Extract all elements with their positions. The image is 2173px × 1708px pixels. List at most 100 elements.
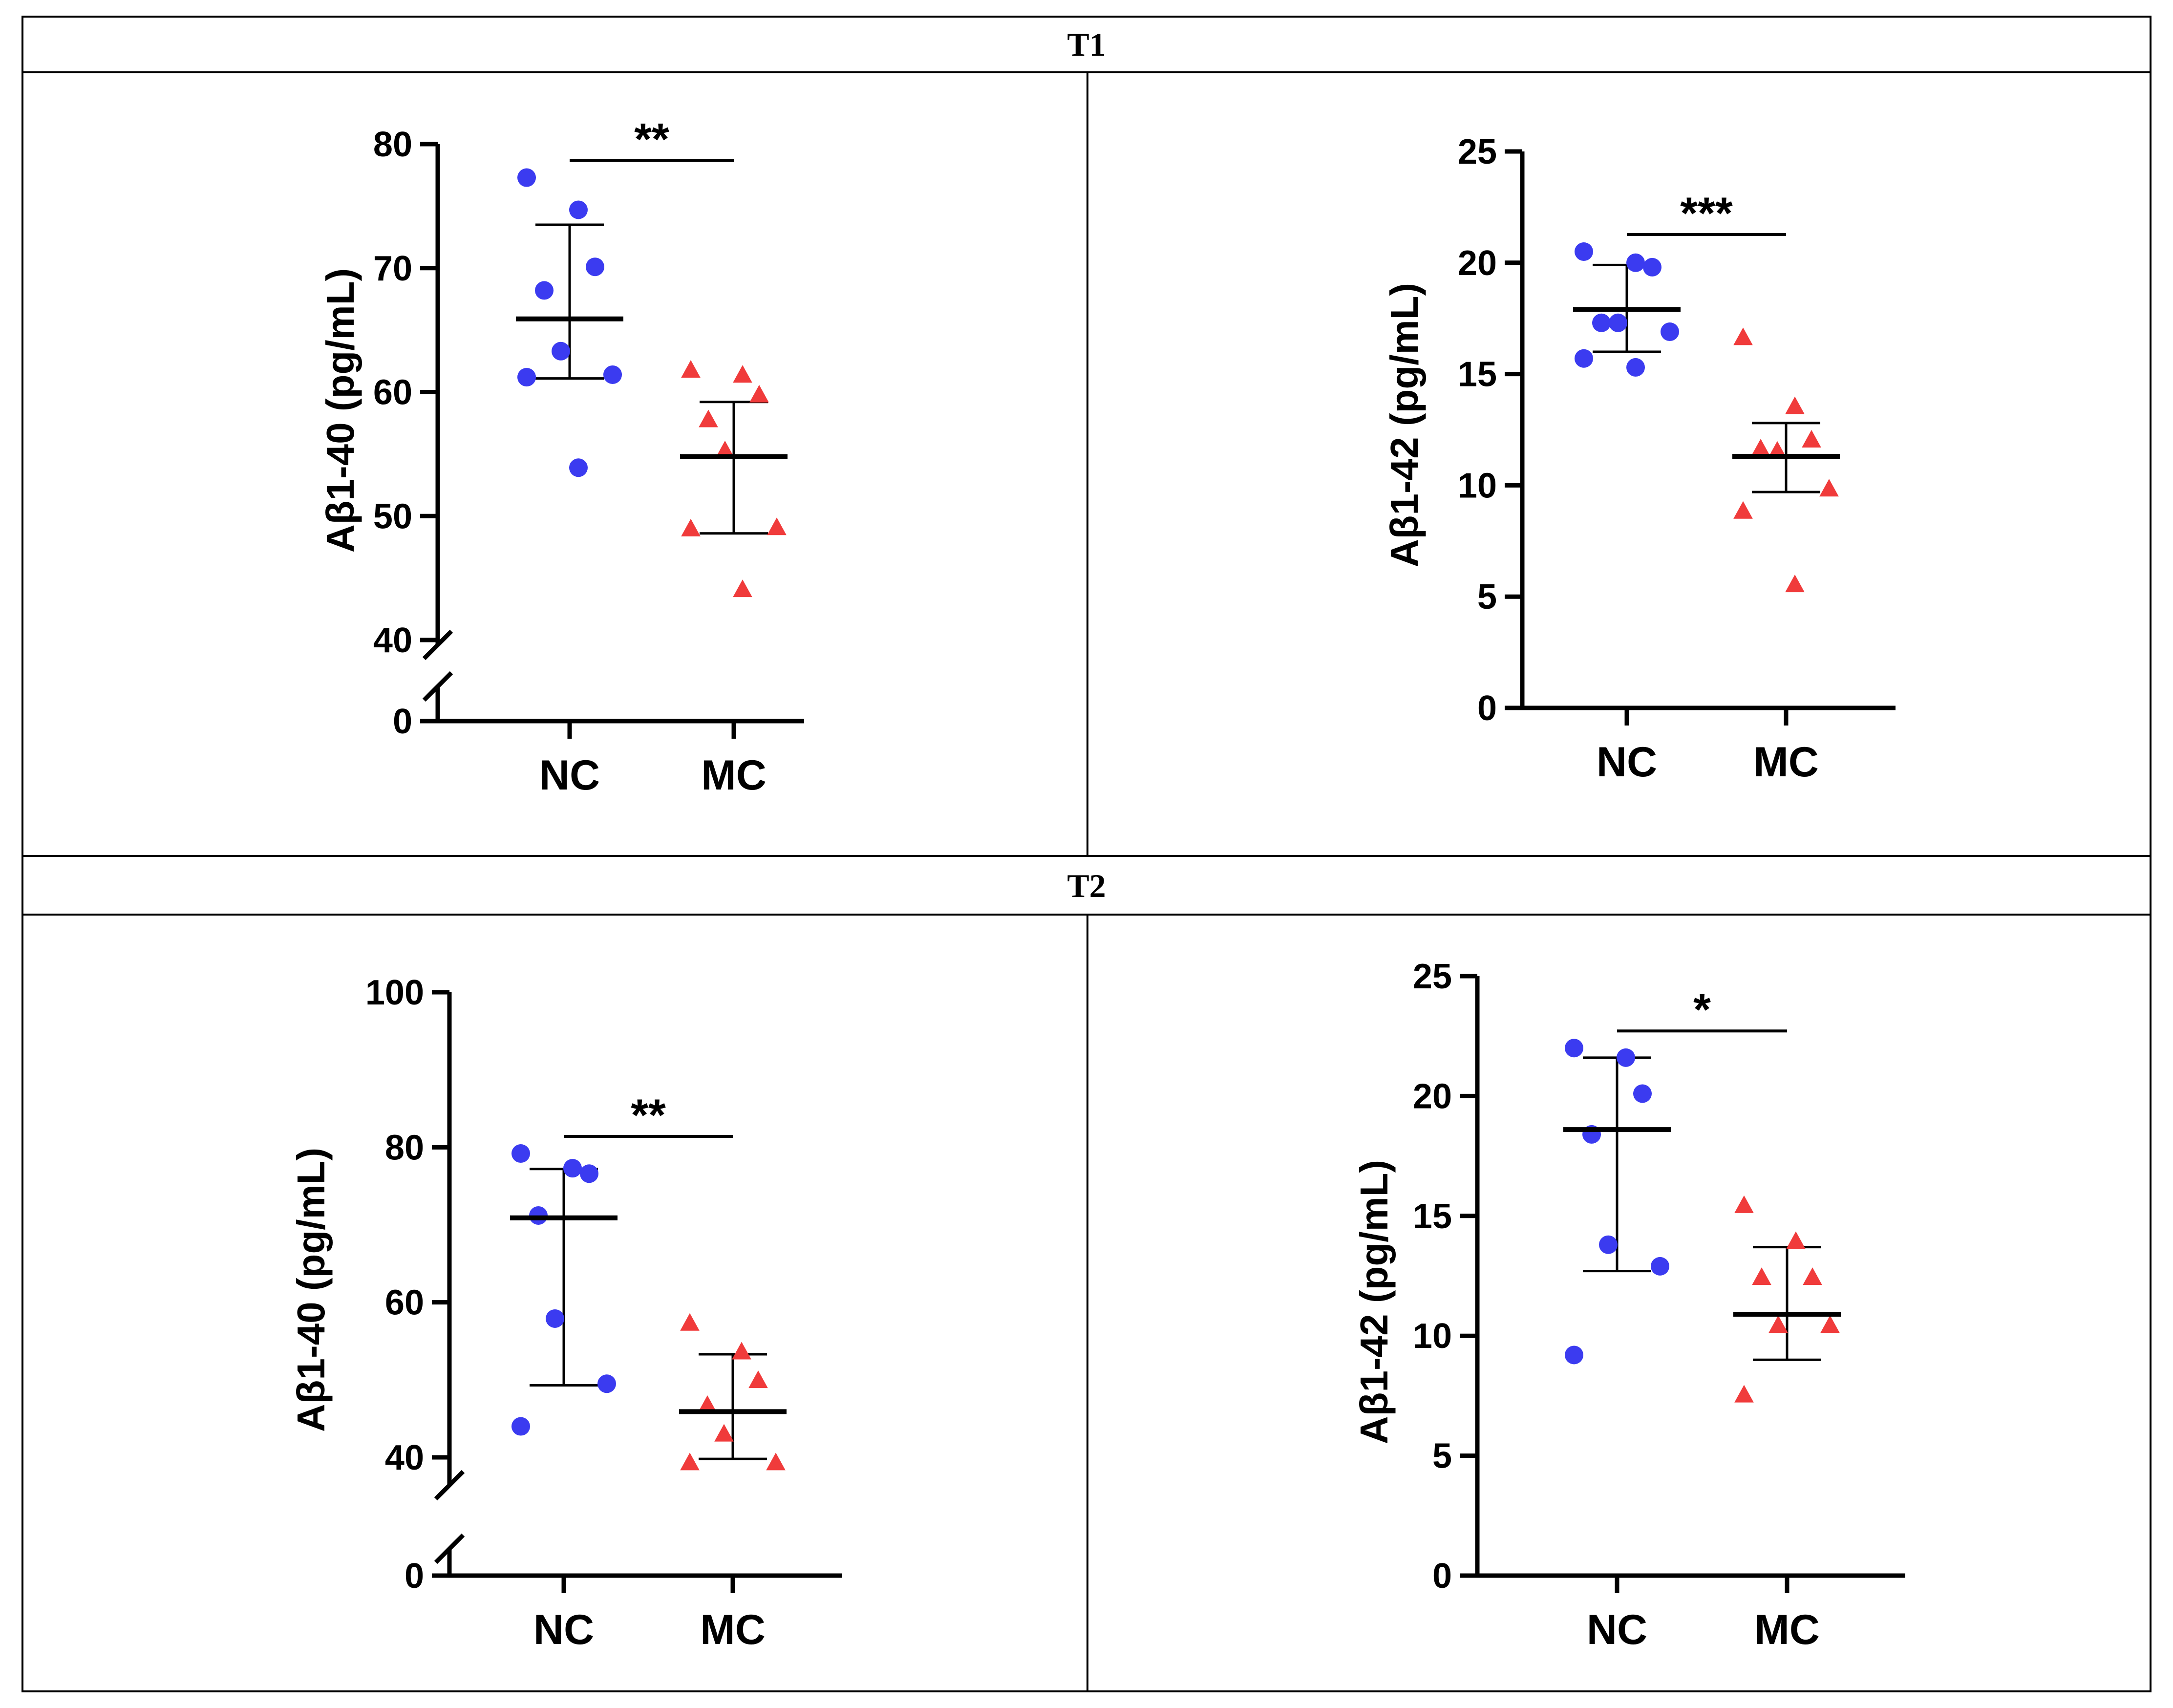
y-tick-label: 0 [405,1557,424,1596]
data-point-mc [733,579,752,598]
y-tick-label: 60 [373,373,412,412]
y-tick-label: 25 [1458,132,1497,171]
y-tick-label: 10 [1413,1317,1452,1356]
data-point-mc [1734,1195,1754,1213]
y-tick-label: 25 [1413,957,1452,996]
data-point-nc [1643,257,1662,277]
x-tick-label: NC [539,752,600,799]
section-title-t1: T1 [1067,26,1106,63]
data-point-mc [766,1452,786,1471]
data-point-nc [546,1309,564,1328]
data-point-mc [1733,501,1753,519]
y-tick-label: 80 [373,125,412,164]
data-point-mc [733,365,752,383]
y-tick-label: 80 [385,1128,424,1167]
data-point-mc [1802,429,1821,448]
y-tick-label: 15 [1413,1197,1452,1236]
x-tick-label: MC [701,752,767,799]
data-point-mc [681,518,701,536]
data-point-mc [1734,1385,1754,1403]
chart-t1-abeta40: Aβ1-40 (pg/mL) 0 40 50 60 70 80 NC MC ** [319,115,804,799]
significance-label: *** [1680,189,1733,238]
data-point-mc [1785,396,1805,414]
y-tick-label: 70 [373,249,412,288]
data-point-nc [563,1159,582,1178]
axis-break-mark [434,1533,465,1564]
data-point-nc [517,368,536,387]
data-point-mc [767,517,787,535]
x-tick-label: MC [1754,1606,1820,1653]
data-point-mc [1786,1231,1806,1249]
data-point-mc [699,409,718,427]
y-tick-label: 100 [365,973,424,1012]
data-point-mc [1785,575,1805,593]
x-tick-label: NC [533,1606,594,1653]
data-point-mc [698,1395,717,1413]
x-tick-label: NC [1597,739,1657,786]
y-axis-label: Aβ1-40 (pg/mL) [319,268,362,553]
data-point-nc [1599,1235,1618,1254]
data-point-nc [1592,313,1611,332]
data-point-nc [1575,242,1593,261]
data-point-nc [1609,313,1627,332]
data-point-nc [586,257,604,277]
chart-t2-abeta40: Aβ1-40 (pg/mL) 0 40 60 80 100 NC MC ** [289,973,842,1653]
data-point-mc [1819,479,1839,497]
y-tick-label: 15 [1458,355,1497,394]
data-point-nc [603,365,622,384]
data-point-nc [1661,322,1679,342]
section-title-t2: T2 [1067,867,1106,904]
significance-label: ** [634,115,669,165]
data-point-mc [680,1313,700,1331]
data-point-nc [535,281,554,300]
table-grid [21,16,2152,1692]
axis-break-mark [422,629,453,661]
y-tick-label: 50 [373,497,412,536]
data-point-nc [1565,1039,1583,1058]
data-point-mc [1803,1267,1822,1285]
data-point-mc [1820,1315,1840,1333]
y-axis-label: Aβ1-42 (pg/mL) [1383,283,1426,567]
data-point-mc [749,384,769,403]
data-point-nc [597,1374,616,1393]
y-tick-label: 0 [393,702,412,741]
y-tick-label: 5 [1477,577,1497,617]
chart-t1-abeta42: Aβ1-42 (pg/mL) 0 5 10 15 20 25 NC MC *** [1383,132,1896,786]
data-point-nc [580,1164,598,1183]
y-tick-label: 40 [373,621,412,660]
y-tick-label: 0 [1477,689,1497,728]
data-point-nc [552,342,570,361]
data-point-nc [1633,1084,1652,1103]
significance-label: ** [631,1090,666,1140]
data-point-mc [714,1424,734,1442]
data-point-nc [1575,349,1593,368]
y-tick-label: 40 [385,1438,424,1477]
x-tick-label: NC [1587,1606,1647,1653]
y-tick-label: 5 [1432,1437,1452,1476]
significance-label: * [1693,985,1711,1035]
axis-break-mark [434,1470,465,1501]
y-axis-label: Aβ1-42 (pg/mL) [1352,1160,1396,1444]
x-tick-label: MC [700,1606,766,1653]
data-point-nc [511,1417,530,1436]
data-point-nc [569,200,588,219]
data-point-nc [511,1144,530,1163]
axis-break-mark [422,671,453,702]
data-point-nc [1651,1257,1669,1276]
data-point-mc [715,440,735,458]
data-point-mc [1751,439,1770,457]
y-tick-label: 20 [1458,244,1497,283]
data-point-mc [1752,1267,1771,1285]
y-tick-label: 0 [1432,1557,1452,1596]
data-point-mc [681,360,701,378]
data-point-mc [680,1452,700,1471]
chart-t2-abeta42: Aβ1-42 (pg/mL) 0 5 10 15 20 25 NC MC * [1352,957,1905,1653]
data-point-mc [732,1342,751,1360]
y-axis-label: Aβ1-40 (pg/mL) [289,1148,333,1432]
y-tick-label: 20 [1413,1077,1452,1116]
data-point-nc [569,458,588,477]
data-point-nc [1565,1345,1583,1365]
x-tick-label: MC [1753,739,1819,786]
data-point-nc [1626,253,1645,272]
